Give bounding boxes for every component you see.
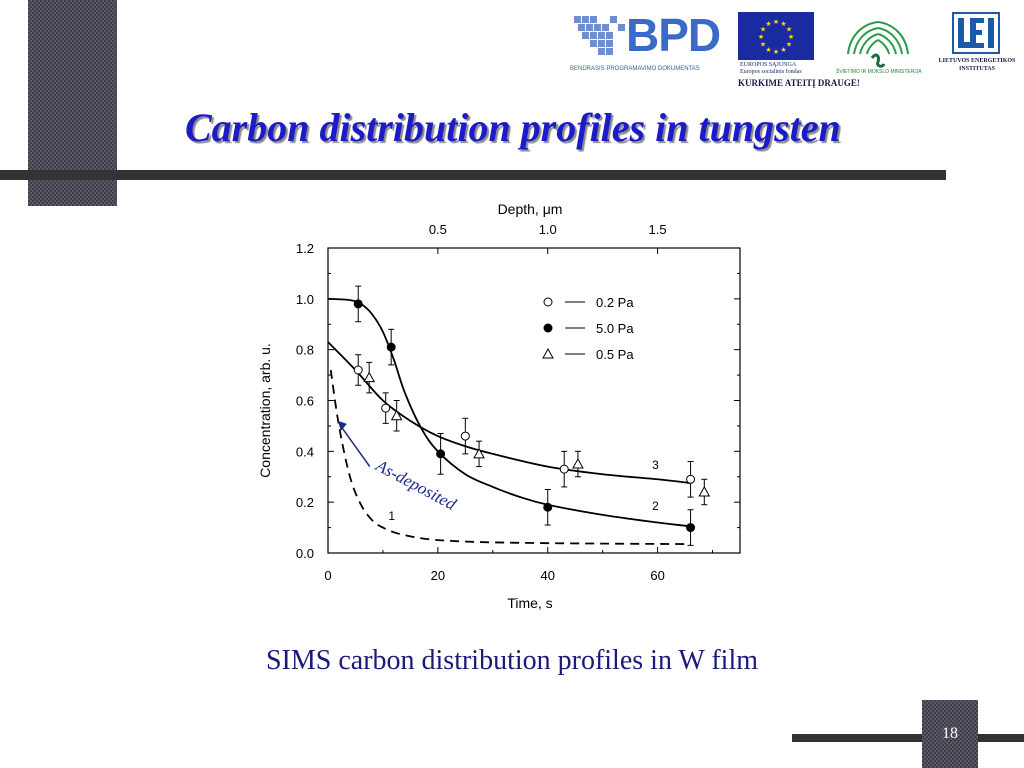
eu-star-icon: ★	[780, 46, 786, 54]
y-tick-label: 0.0	[296, 546, 314, 561]
y-tick-label: 0.6	[296, 394, 314, 409]
y-tick-label: 1.0	[296, 292, 314, 307]
data-point-5-0-pa	[436, 449, 446, 459]
data-point-0-5-pa	[363, 371, 376, 383]
legend-label: 0.2 Pa	[596, 295, 634, 310]
legend-marker	[542, 347, 554, 359]
title-underline-bar	[0, 170, 946, 180]
curve-1	[329, 369, 691, 546]
eu-star-icon: ★	[773, 48, 779, 56]
data-point-0-2-pa	[381, 403, 391, 413]
data-point-0-5-pa	[473, 447, 485, 459]
data-point-5-0-pa	[686, 523, 696, 533]
eu-star-icon: ★	[786, 26, 792, 34]
top-tick-label: 0.5	[429, 222, 447, 237]
data-point-0-5-pa	[572, 458, 584, 469]
data-point-0-5-pa	[390, 409, 403, 421]
y-tick-label: 0.2	[296, 495, 314, 510]
slide-number: 18	[942, 725, 958, 742]
bpd-logo: BPD BENDRASIS PROGRAMAVIMO DOKUMENTAS	[568, 9, 730, 80]
ministry-caption: ŠVIETIMO IR MOKSLO MINISTERIJA	[836, 69, 922, 75]
legend-label: 0.5 Pa	[596, 347, 634, 362]
eu-star-icon: ★	[788, 33, 794, 41]
y-tick-label: 1.2	[296, 241, 314, 256]
lei-line1: LIETUVOS ENERGETIKOS	[938, 58, 1016, 64]
top-tick-label: 1.0	[539, 222, 557, 237]
ministry-emblem-icon	[847, 21, 909, 68]
legend-marker	[543, 297, 553, 307]
curve-label-1: 1	[388, 509, 395, 523]
data-point-5-0-pa	[353, 299, 363, 309]
curve-2	[327, 297, 691, 528]
slide-title: Carbon distribution profiles in tungsten	[185, 105, 841, 150]
eu-star-icon: ★	[765, 20, 771, 28]
y-tick-label: 0.8	[296, 343, 314, 358]
annotation-arrow-head	[337, 420, 347, 431]
data-point-0-2-pa	[460, 431, 470, 441]
eu-star-icon: ★	[765, 46, 771, 54]
slide-number-box	[922, 700, 978, 768]
data-point-0-5-pa	[698, 485, 711, 497]
data-point-5-0-pa	[386, 342, 396, 352]
eu-line2: Europos socialinis fondas	[740, 69, 802, 75]
x-tick-label: 0	[324, 568, 331, 583]
lei-emblem-icon	[952, 12, 1000, 54]
slide-caption: SIMS carbon distribution profiles in W f…	[265, 645, 759, 676]
y-tick-label: 0.4	[296, 444, 314, 459]
plot-frame	[327, 247, 741, 554]
ministry-logo: ŠVIETIMO IR MOKSLO MINISTERIJA	[832, 14, 924, 78]
footer-bar-right	[978, 734, 1024, 742]
carbon-profile-chart: 0.0 0.2 0.4 0.6 0.8 1.0 1.2 0 20 40 60 0.5 1.0 1.5 Tim…	[257, 201, 741, 611]
x-tick-label: 60	[650, 568, 664, 583]
bpd-wordmark: BPD	[626, 9, 721, 61]
eu-star-icon: ★	[786, 41, 792, 49]
legend-marker	[543, 323, 553, 333]
eu-star-icon: ★	[758, 33, 764, 41]
annotation-arrow-line	[339, 424, 371, 468]
lei-logo: LIETUVOS ENERGETIKOS INSTITUTAS	[930, 12, 1024, 78]
bpd-tagline: BENDRASIS PROGRAMAVIMO DOKUMENTAS	[570, 66, 700, 72]
as-deposited-annotation: As-deposited	[372, 455, 460, 514]
eu-star-icon: ★	[760, 26, 766, 34]
y-axis-label: Concentration, arb. u.	[257, 343, 273, 478]
eu-flag-icon: ★★★★★★★★★ ★ ★★	[738, 12, 814, 60]
legend-label: 5.0 Pa	[596, 321, 634, 336]
eu-logo: ★ ★ ★ ★ ★ ★ ★ ★ ★ ★ ★ ★ EUROPOS SĄJUNGA Europos soc…	[738, 12, 818, 78]
top-axis-label: Depth, μm	[498, 201, 563, 217]
x-tick-label: 40	[540, 568, 554, 583]
curve-label-3: 3	[652, 458, 659, 472]
lei-line2: INSTITUTAS	[959, 66, 995, 72]
slogan: KURKIME ATEITĮ DRAUGE!	[738, 78, 860, 88]
data-point-0-2-pa	[686, 474, 696, 484]
eu-star-icon: ★	[773, 18, 779, 26]
bpd-mosaic-icon	[574, 16, 625, 55]
x-tick-label: 20	[431, 568, 445, 583]
x-axis-label: Time, s	[507, 595, 552, 611]
eu-star-icon: ★	[780, 20, 786, 28]
footer-bar-left	[792, 734, 922, 742]
data-point-0-2-pa	[559, 464, 569, 474]
eu-line1: EUROPOS SĄJUNGA	[740, 62, 797, 68]
eu-star-icon: ★	[760, 41, 766, 49]
data-point-5-0-pa	[543, 502, 553, 512]
data-point-0-2-pa	[353, 365, 363, 375]
curve-label-2: 2	[652, 499, 659, 513]
top-tick-label: 1.5	[649, 222, 667, 237]
